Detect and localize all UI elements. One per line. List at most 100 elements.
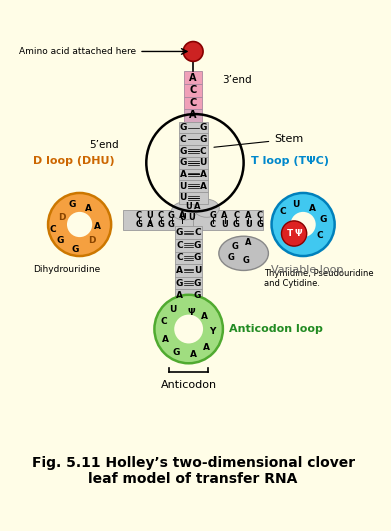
Text: Y: Y xyxy=(209,327,215,336)
Bar xyxy=(179,181,208,192)
Text: Thymidine, Pseudouridine
and Cytidine.: Thymidine, Pseudouridine and Cytidine. xyxy=(264,269,374,288)
Text: G: G xyxy=(176,279,183,288)
Text: G: G xyxy=(199,135,207,144)
Text: G: G xyxy=(172,348,180,357)
Text: A: A xyxy=(189,73,197,83)
Bar xyxy=(175,289,202,302)
Text: T: T xyxy=(287,229,294,238)
Bar xyxy=(175,264,202,277)
Bar xyxy=(179,133,208,145)
Text: C: C xyxy=(190,98,197,108)
Text: C: C xyxy=(158,211,164,220)
Text: A: A xyxy=(308,204,316,213)
Text: Variable loop: Variable loop xyxy=(271,264,343,275)
Text: Ψ: Ψ xyxy=(188,309,195,318)
Text: A: A xyxy=(162,336,169,344)
Bar xyxy=(123,210,193,230)
Text: A: A xyxy=(190,350,197,359)
Text: C: C xyxy=(210,220,216,229)
Text: A: A xyxy=(85,204,92,213)
Text: A: A xyxy=(176,291,183,300)
Text: C: C xyxy=(136,211,142,220)
Bar xyxy=(179,122,208,133)
Text: C: C xyxy=(160,318,167,327)
Text: U: U xyxy=(147,211,153,220)
Bar xyxy=(175,252,202,264)
Text: A: A xyxy=(180,170,187,179)
Text: C: C xyxy=(233,211,239,220)
Text: G: G xyxy=(157,220,164,229)
Text: D: D xyxy=(88,236,96,245)
Text: C: C xyxy=(316,231,323,240)
Text: C: C xyxy=(194,228,201,237)
Text: Anticodon loop: Anticodon loop xyxy=(229,324,323,334)
Text: G: G xyxy=(210,211,217,220)
Text: A: A xyxy=(94,222,101,231)
Text: G: G xyxy=(168,211,175,220)
Text: G: G xyxy=(56,236,63,245)
Text: D loop (DHU): D loop (DHU) xyxy=(33,157,114,166)
Text: A: A xyxy=(245,211,251,220)
Text: Amino acid attached here: Amino acid attached here xyxy=(19,47,136,56)
Text: T loop (TΨC): T loop (TΨC) xyxy=(251,157,329,166)
Text: U: U xyxy=(292,200,300,209)
Bar xyxy=(179,145,208,157)
Text: Dihydrouridine: Dihydrouridine xyxy=(33,265,100,274)
Text: G: G xyxy=(72,245,79,254)
Text: D: D xyxy=(58,213,65,222)
Text: A: A xyxy=(199,182,206,191)
Text: A: A xyxy=(245,238,251,247)
Text: Fig. 5.11 Holley’s two-dimensional clover
leaf model of transfer RNA: Fig. 5.11 Holley’s two-dimensional clove… xyxy=(32,456,355,486)
Ellipse shape xyxy=(219,236,268,270)
Text: U: U xyxy=(221,220,228,229)
Circle shape xyxy=(183,41,203,62)
Text: A: A xyxy=(201,312,208,321)
Text: G: G xyxy=(179,123,187,132)
Text: G: G xyxy=(319,216,326,225)
Text: G: G xyxy=(69,200,76,209)
Text: A: A xyxy=(194,202,201,211)
Text: G: G xyxy=(228,253,235,262)
Text: G: G xyxy=(168,220,175,229)
Text: G: G xyxy=(136,220,143,229)
Text: U: U xyxy=(194,266,201,275)
Text: Anticodon: Anticodon xyxy=(161,380,217,390)
Text: 5’end: 5’end xyxy=(90,140,119,150)
Text: U: U xyxy=(179,182,187,191)
Text: C: C xyxy=(176,241,183,250)
Text: Ψ: Ψ xyxy=(295,229,302,238)
Circle shape xyxy=(67,212,92,237)
Text: G: G xyxy=(194,279,201,288)
Bar xyxy=(175,226,202,239)
Text: Stem: Stem xyxy=(214,134,303,147)
Text: U: U xyxy=(179,213,186,222)
Text: U: U xyxy=(245,220,251,229)
Text: U: U xyxy=(185,202,192,211)
Text: G: G xyxy=(231,242,238,251)
Bar xyxy=(184,71,202,84)
Text: G: G xyxy=(194,253,201,262)
Text: A: A xyxy=(179,211,186,220)
Ellipse shape xyxy=(194,199,219,217)
Text: 3’end: 3’end xyxy=(222,75,252,85)
Text: G: G xyxy=(176,228,183,237)
Bar xyxy=(184,97,202,109)
Text: C: C xyxy=(257,211,263,220)
Circle shape xyxy=(282,221,307,246)
Text: A: A xyxy=(221,211,228,220)
Text: C: C xyxy=(200,147,206,156)
Text: G: G xyxy=(179,158,187,167)
Text: G: G xyxy=(256,220,263,229)
Text: C: C xyxy=(280,208,287,216)
Bar xyxy=(175,277,202,289)
Text: U: U xyxy=(199,158,207,167)
Text: G: G xyxy=(179,147,187,156)
Circle shape xyxy=(154,295,223,363)
Circle shape xyxy=(48,193,111,256)
Bar xyxy=(175,239,202,252)
Text: C: C xyxy=(180,135,187,144)
Text: A: A xyxy=(176,266,183,275)
Text: G: G xyxy=(199,123,207,132)
Text: A: A xyxy=(189,110,197,121)
Text: U: U xyxy=(169,305,176,314)
